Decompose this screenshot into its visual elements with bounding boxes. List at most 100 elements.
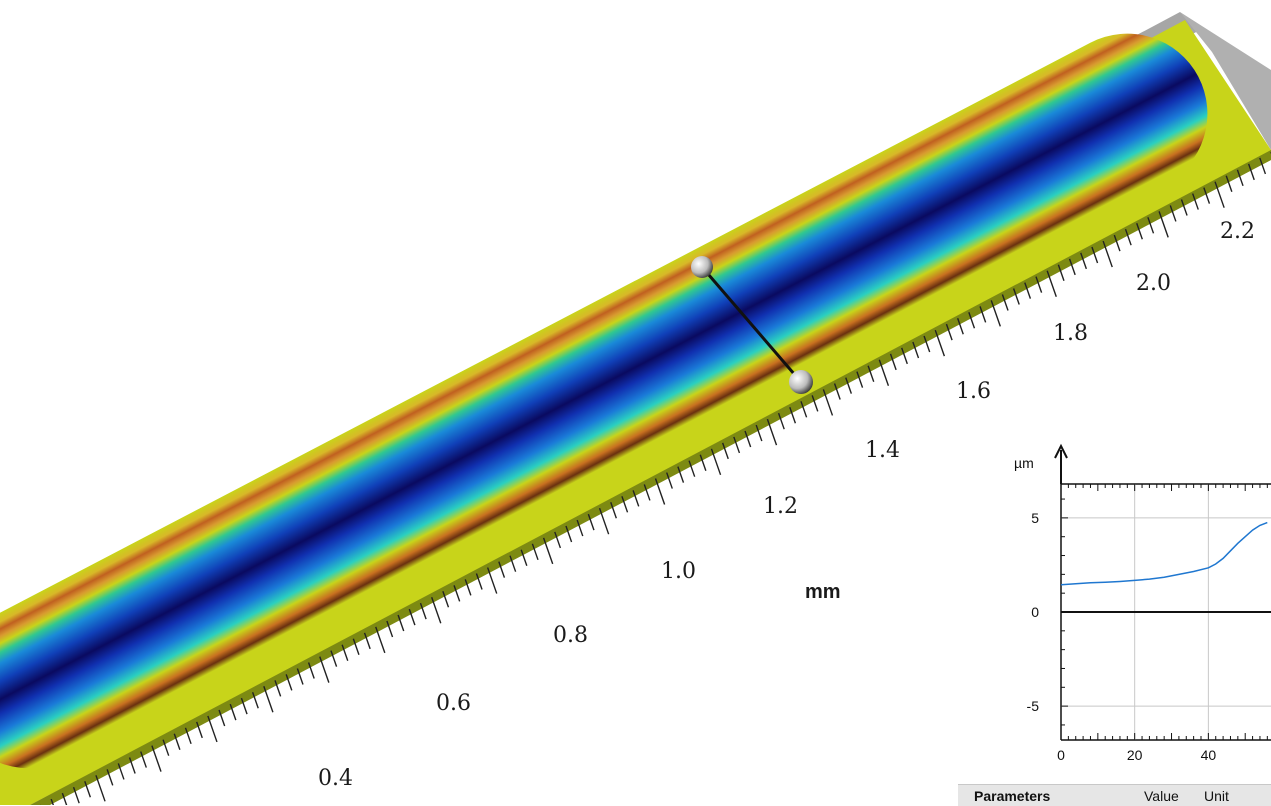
- ruler-tick: [1124, 228, 1132, 246]
- ruler-tick: [845, 377, 853, 394]
- cut-end-handle[interactable]: [789, 370, 813, 394]
- ruler-tick: [811, 395, 819, 412]
- ruler-tick: [196, 721, 203, 739]
- ruler-tick: [1147, 217, 1155, 234]
- ruler-tick: [72, 786, 80, 804]
- profile-cut-line[interactable]: [691, 256, 813, 394]
- mm-tick-label: 1.6: [956, 379, 991, 404]
- ruler-tick: [173, 733, 181, 750]
- ruler-tick: [498, 561, 506, 578]
- ruler-tick: [598, 507, 610, 535]
- mm-tick-label: 1.8: [1053, 321, 1088, 346]
- ruler-tick: [531, 543, 539, 561]
- ruler-tick: [151, 745, 162, 772]
- ruler-tick: [128, 757, 136, 774]
- col-unit: Unit: [1204, 787, 1229, 804]
- ruler-tick: [84, 781, 92, 798]
- ruler-tick: [565, 525, 573, 543]
- ruler-tick: [1247, 163, 1255, 181]
- profile-chart: µm 0 20 40 5 0 -5: [1000, 440, 1271, 770]
- ruler-tick: [386, 620, 394, 638]
- profile-series: [1060, 521, 1268, 586]
- ruler-tick: [363, 632, 371, 650]
- ruler-tick: [307, 662, 315, 679]
- plot-ticks: [1060, 484, 1268, 740]
- ruler-tick: [878, 359, 890, 387]
- ruler-tick: [699, 454, 707, 471]
- ruler-tick: [666, 472, 673, 489]
- ruler-tick: [1113, 234, 1121, 252]
- ruler-tick: [330, 650, 338, 667]
- parameters-table-header: Parameters Value Unit: [958, 784, 1271, 806]
- mm-ruler-ticks: [40, 152, 1271, 805]
- plot-grid: [1061, 484, 1271, 740]
- ruler-tick: [979, 306, 987, 323]
- ruler-tick: [419, 602, 427, 620]
- x-tick-label: 0: [1057, 747, 1065, 763]
- ruler-tick: [117, 763, 125, 780]
- ruler-tick: [923, 335, 931, 353]
- ruler-tick: [587, 513, 595, 531]
- groove: [0, 33, 1208, 769]
- ruler-tick: [1136, 223, 1143, 240]
- ruler-tick: [777, 412, 785, 430]
- ruler-tick: [956, 317, 964, 335]
- ruler-tick: [610, 502, 617, 519]
- ruler-tick: [990, 300, 1001, 327]
- ruler-tick: [207, 715, 218, 743]
- ruler-tick: [218, 709, 226, 727]
- ruler-tick: [901, 347, 908, 365]
- ruler-tick: [1024, 282, 1032, 299]
- ruler-tick: [1192, 193, 1199, 210]
- ruler-tick: [654, 478, 666, 505]
- y-tick-label: 5: [1031, 510, 1039, 526]
- x-tick-label: 40: [1201, 747, 1217, 763]
- ruler-tick: [755, 424, 763, 442]
- ruler-tick: [263, 686, 274, 713]
- ruler-tick: [744, 430, 752, 448]
- y-axis-unit: µm: [1014, 455, 1034, 471]
- ruler-tick: [1102, 240, 1113, 268]
- y-tick-label: -5: [1027, 698, 1040, 714]
- ruler-tick: [397, 614, 405, 632]
- cut-start-handle[interactable]: [691, 256, 713, 278]
- ruler-tick: [431, 596, 442, 624]
- ruler-tick: [442, 591, 450, 608]
- mm-axis-unit: mm: [805, 581, 841, 603]
- ruler-tick: [375, 626, 386, 654]
- sample-end-wall: [1180, 12, 1271, 150]
- ruler-tick: [1046, 270, 1057, 297]
- mm-tick-label: 0.6: [436, 691, 471, 716]
- ruler-tick: [733, 436, 741, 454]
- ruler-tick: [1203, 187, 1211, 204]
- mm-tick-label: 1.2: [763, 494, 798, 519]
- col-value: Value: [1144, 787, 1179, 804]
- y-axis-arrow-head: [1054, 443, 1068, 459]
- ruler-tick: [833, 383, 841, 400]
- plot-tick-labels: 0 20 40 5 0 -5: [1027, 510, 1217, 763]
- mm-tick-label: 0.8: [553, 623, 588, 648]
- x-tick-label: 20: [1127, 747, 1143, 763]
- ruler-tick: [643, 484, 651, 501]
- ruler-tick: [710, 448, 722, 476]
- ruler-tick: [542, 537, 554, 565]
- ruler-tick: [1068, 258, 1076, 276]
- ruler-tick: [1091, 246, 1099, 264]
- ruler-tick: [341, 644, 349, 661]
- ruler-tick: [554, 531, 562, 549]
- ruler-tick: [1057, 264, 1065, 282]
- ruler-tick: [800, 401, 808, 418]
- ruler-tick: [934, 329, 946, 357]
- ruler-tick: [677, 466, 685, 483]
- mm-tick-label: 1.4: [865, 438, 900, 463]
- ruler-tick: [1225, 175, 1233, 192]
- ruler-tick: [520, 549, 528, 566]
- mm-tick-label: 1.0: [661, 559, 696, 584]
- ruler-tick: [184, 727, 192, 745]
- ruler-tick: [50, 798, 55, 805]
- mm-tick-label: 2.2: [1220, 219, 1255, 244]
- ruler-tick: [296, 668, 304, 685]
- ruler-tick: [408, 608, 416, 626]
- ruler-tick: [453, 585, 461, 602]
